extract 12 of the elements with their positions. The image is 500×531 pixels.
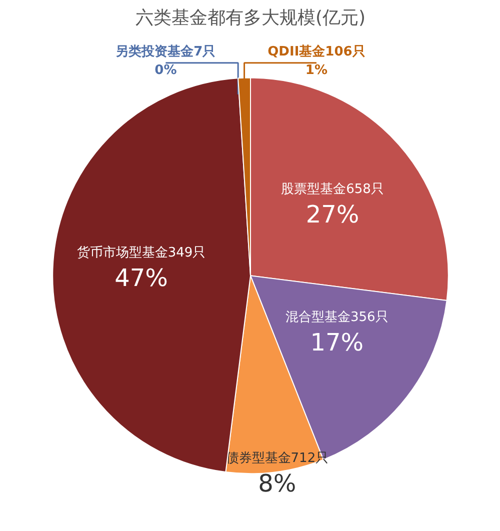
slice-label: 混合型基金356只 bbox=[285, 310, 388, 326]
slice-label: QDII基金106只 bbox=[268, 44, 366, 60]
slice-label: 货币市场型基金349只 bbox=[76, 245, 206, 260]
data-label: 47% bbox=[114, 264, 168, 292]
data-label: 27% bbox=[306, 200, 360, 229]
category-label: 另类投资基金7只 bbox=[116, 44, 216, 60]
slice-label: 股票型基金658只 bbox=[281, 182, 384, 198]
data-label: 17% bbox=[310, 328, 364, 357]
text: 0% bbox=[154, 62, 177, 78]
chart-title: 六类基金都有多大规模(亿元) bbox=[135, 8, 366, 28]
data-label: 1% bbox=[305, 62, 328, 78]
data-label: 8% bbox=[258, 470, 296, 498]
